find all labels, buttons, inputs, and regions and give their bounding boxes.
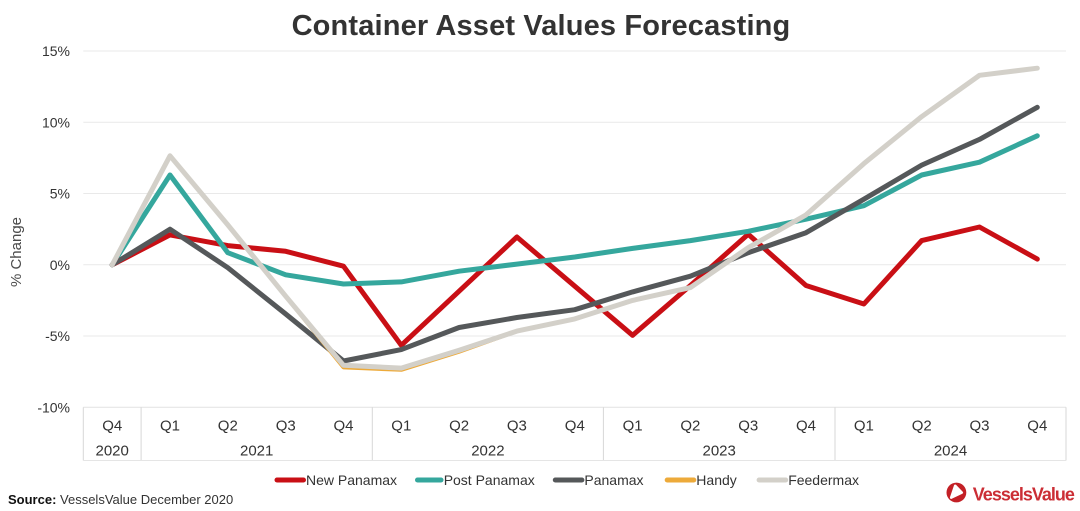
svg-text:Q4: Q4 bbox=[1027, 418, 1047, 435]
svg-text:0%: 0% bbox=[50, 257, 70, 273]
svg-text:Container Asset Values Forecas: Container Asset Values Forecasting bbox=[292, 10, 791, 42]
svg-text:2022: 2022 bbox=[471, 443, 504, 460]
svg-text:2020: 2020 bbox=[96, 443, 129, 460]
svg-text:Q4: Q4 bbox=[796, 418, 816, 435]
svg-text:2023: 2023 bbox=[703, 443, 736, 460]
svg-text:% Change: % Change bbox=[8, 217, 25, 287]
svg-text:VesselsValue: VesselsValue bbox=[973, 484, 1075, 504]
svg-text:Handy: Handy bbox=[696, 472, 736, 488]
svg-text:Q1: Q1 bbox=[391, 418, 411, 435]
svg-text:-10%: -10% bbox=[37, 399, 70, 415]
svg-text:Q3: Q3 bbox=[969, 418, 989, 435]
svg-text:Q4: Q4 bbox=[565, 418, 585, 435]
svg-text:Q2: Q2 bbox=[218, 418, 238, 435]
svg-text:Q2: Q2 bbox=[912, 418, 932, 435]
svg-text:New Panamax: New Panamax bbox=[306, 472, 397, 488]
svg-text:Q3: Q3 bbox=[276, 418, 296, 435]
svg-text:Q1: Q1 bbox=[160, 418, 180, 435]
svg-text:10%: 10% bbox=[42, 114, 70, 130]
svg-text:Q1: Q1 bbox=[623, 418, 643, 435]
svg-text:Q2: Q2 bbox=[680, 418, 700, 435]
svg-text:Q4: Q4 bbox=[333, 418, 353, 435]
svg-text:Q2: Q2 bbox=[449, 418, 469, 435]
svg-text:Panamax: Panamax bbox=[584, 472, 643, 488]
svg-text:5%: 5% bbox=[50, 186, 70, 202]
svg-text:Source: VesselsValue December: Source: VesselsValue December 2020 bbox=[8, 492, 233, 507]
svg-text:-5%: -5% bbox=[45, 328, 70, 344]
svg-text:15%: 15% bbox=[42, 43, 70, 59]
svg-text:Q4: Q4 bbox=[102, 418, 122, 435]
svg-text:2021: 2021 bbox=[240, 443, 273, 460]
svg-text:Feedermax: Feedermax bbox=[788, 472, 859, 488]
svg-text:Q3: Q3 bbox=[738, 418, 758, 435]
svg-text:Q3: Q3 bbox=[507, 418, 527, 435]
svg-text:Post Panamax: Post Panamax bbox=[444, 472, 535, 488]
svg-text:Q1: Q1 bbox=[854, 418, 874, 435]
svg-text:2024: 2024 bbox=[934, 443, 967, 460]
